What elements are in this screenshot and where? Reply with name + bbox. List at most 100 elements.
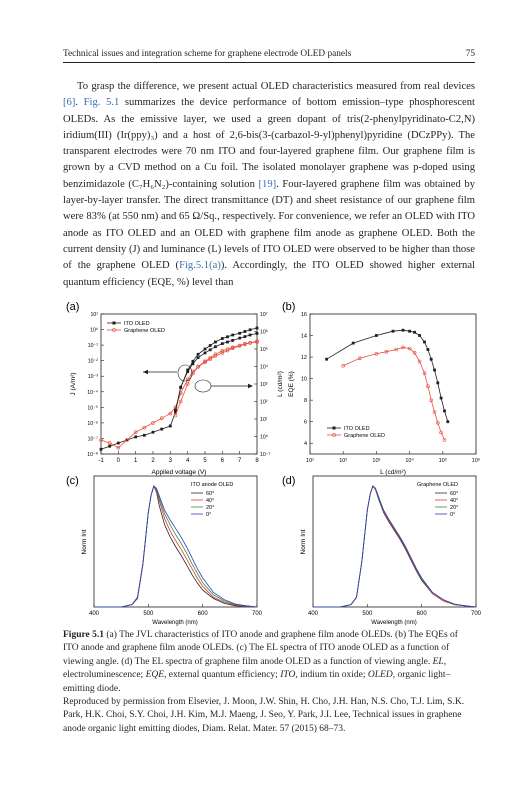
ito-point xyxy=(418,334,421,337)
a-ytick-left-label: 10¹ xyxy=(91,312,99,318)
ito-curve xyxy=(326,329,449,422)
graphene-point xyxy=(401,345,405,350)
a-ytick-left-label: 10⁻⁴ xyxy=(87,390,98,396)
ito-point xyxy=(413,330,416,334)
graphene-point xyxy=(225,347,230,351)
graphene-point xyxy=(191,371,195,376)
b-legend: ITO OLED Graphene OLED xyxy=(327,426,385,439)
graphene-point xyxy=(407,346,412,351)
body-paragraph: To grasp the difference, we present actu… xyxy=(63,79,475,291)
a-arrow-right-head xyxy=(248,383,253,389)
graphene-curve xyxy=(175,341,258,416)
ito-point xyxy=(220,337,224,340)
legend-label-ito: ITO OLED xyxy=(124,321,150,327)
graphene-point xyxy=(99,438,103,442)
plot-frame-b xyxy=(309,313,477,455)
paragraph-text: To grasp the difference, we present actu… xyxy=(77,81,475,92)
a-ytick-left-label: 10⁻¹ xyxy=(88,343,99,349)
ito-point xyxy=(248,328,252,332)
a-xtick-label: -1 xyxy=(98,458,104,464)
graphene-point xyxy=(213,352,218,357)
b-ytick-label: 8 xyxy=(304,398,307,404)
citation-link[interactable]: [19] xyxy=(258,178,277,190)
ito-point xyxy=(351,341,355,345)
c-xlabel: Wavelength (nm) xyxy=(152,620,197,626)
a-annotation-ellipse xyxy=(194,379,212,393)
graphene-point xyxy=(107,441,112,445)
ito-point xyxy=(375,334,378,337)
graphene-point xyxy=(429,398,434,402)
graphene-point xyxy=(341,363,346,368)
c-legend-label: 20° xyxy=(206,505,214,511)
caption-text: , organic light–emitting diode. xyxy=(63,670,451,694)
ito-point xyxy=(196,356,200,359)
ito-point xyxy=(238,331,242,335)
ito-point xyxy=(423,340,426,344)
ito-point xyxy=(248,333,252,337)
graphene-point xyxy=(255,340,259,344)
figure-link[interactable]: Fig.5.1(a) xyxy=(179,260,221,272)
d-legend-label: 60° xyxy=(450,491,458,497)
a-ytick-left-label: 10⁻² xyxy=(88,359,99,365)
ito-point xyxy=(179,386,183,389)
ito-point xyxy=(243,335,247,338)
graphene-point xyxy=(248,341,252,345)
c-legend-label: 0° xyxy=(206,512,211,518)
a-ytick-right-label: 10⁵ xyxy=(260,347,268,353)
ito-point xyxy=(168,424,172,428)
ito-curve xyxy=(100,333,258,450)
caption-label: Figure 5.1 xyxy=(63,630,104,640)
citation-link[interactable]: [6] xyxy=(63,97,76,109)
figure-link[interactable]: Fig. 5.1 xyxy=(83,97,120,109)
graphene-point xyxy=(230,345,235,350)
panel-label-b: (b) xyxy=(282,301,295,313)
b-ylabel: EQE (%) xyxy=(288,371,295,397)
caption-abbrev: EQE xyxy=(145,670,165,681)
page-number: 75 xyxy=(465,49,475,59)
ito-point xyxy=(433,368,436,372)
b-xlabel: L (cd/m²) xyxy=(380,469,406,476)
a-ytick-left-label: 10⁻⁷ xyxy=(88,436,99,442)
graphene-point xyxy=(220,351,225,355)
d-ylabel: Norm Int xyxy=(300,529,307,554)
b-ytick-label: 12 xyxy=(301,355,307,361)
panel-label-d: (d) xyxy=(282,475,295,487)
d-xtick-label: 600 xyxy=(417,611,428,617)
d-xtick-label: 500 xyxy=(362,611,373,617)
d-xtick-label: 400 xyxy=(308,611,319,617)
ito-point xyxy=(325,357,328,361)
ito-point xyxy=(426,348,430,351)
panel-d: (d) Norm Int 400 500 600 700 Wavelength (nm… xyxy=(282,475,482,626)
ito-point xyxy=(203,351,207,355)
c-xtick-label: 400 xyxy=(89,611,100,617)
ito-point xyxy=(429,357,433,361)
a-xlabel: Applied voltage (V) xyxy=(152,469,207,476)
a-xtick-label: 7 xyxy=(238,458,242,464)
plot-frame-c xyxy=(93,475,258,608)
b-xtick-label: 10⁴ xyxy=(405,457,414,464)
graphene-point xyxy=(173,413,178,418)
graphene-point xyxy=(237,343,242,348)
paragraph-text: summarizes the device performance of bot… xyxy=(63,97,476,190)
paragraph-text: ). Accordingly, the ITO OLED showed high… xyxy=(63,260,476,288)
a-ytick-right-label: 10⁷ xyxy=(260,312,268,318)
ito-point xyxy=(226,340,229,344)
ito-point xyxy=(436,381,440,385)
graphene-point xyxy=(203,359,207,364)
plot-frame-d xyxy=(312,475,477,608)
ito-point xyxy=(408,329,411,333)
c-xtick-label: 500 xyxy=(143,611,154,617)
a-ytick-right-label: 10⁰ xyxy=(260,435,268,441)
ito-point xyxy=(391,329,395,333)
ito-point xyxy=(231,339,235,342)
graphene-point xyxy=(384,349,389,354)
figure-caption: Figure 5.1 (a) The JVL characteristics o… xyxy=(63,629,475,736)
b-ytick-label: 16 xyxy=(301,312,307,318)
caption-credit: Reproduced by permission from Elsevier, … xyxy=(63,697,465,734)
running-title: Technical issues and integration scheme … xyxy=(63,49,352,59)
graphene-point xyxy=(243,341,247,346)
ito-point xyxy=(99,447,103,451)
legend-marker-ito xyxy=(332,426,336,430)
ito-point xyxy=(439,396,443,400)
ito-point xyxy=(186,370,190,373)
